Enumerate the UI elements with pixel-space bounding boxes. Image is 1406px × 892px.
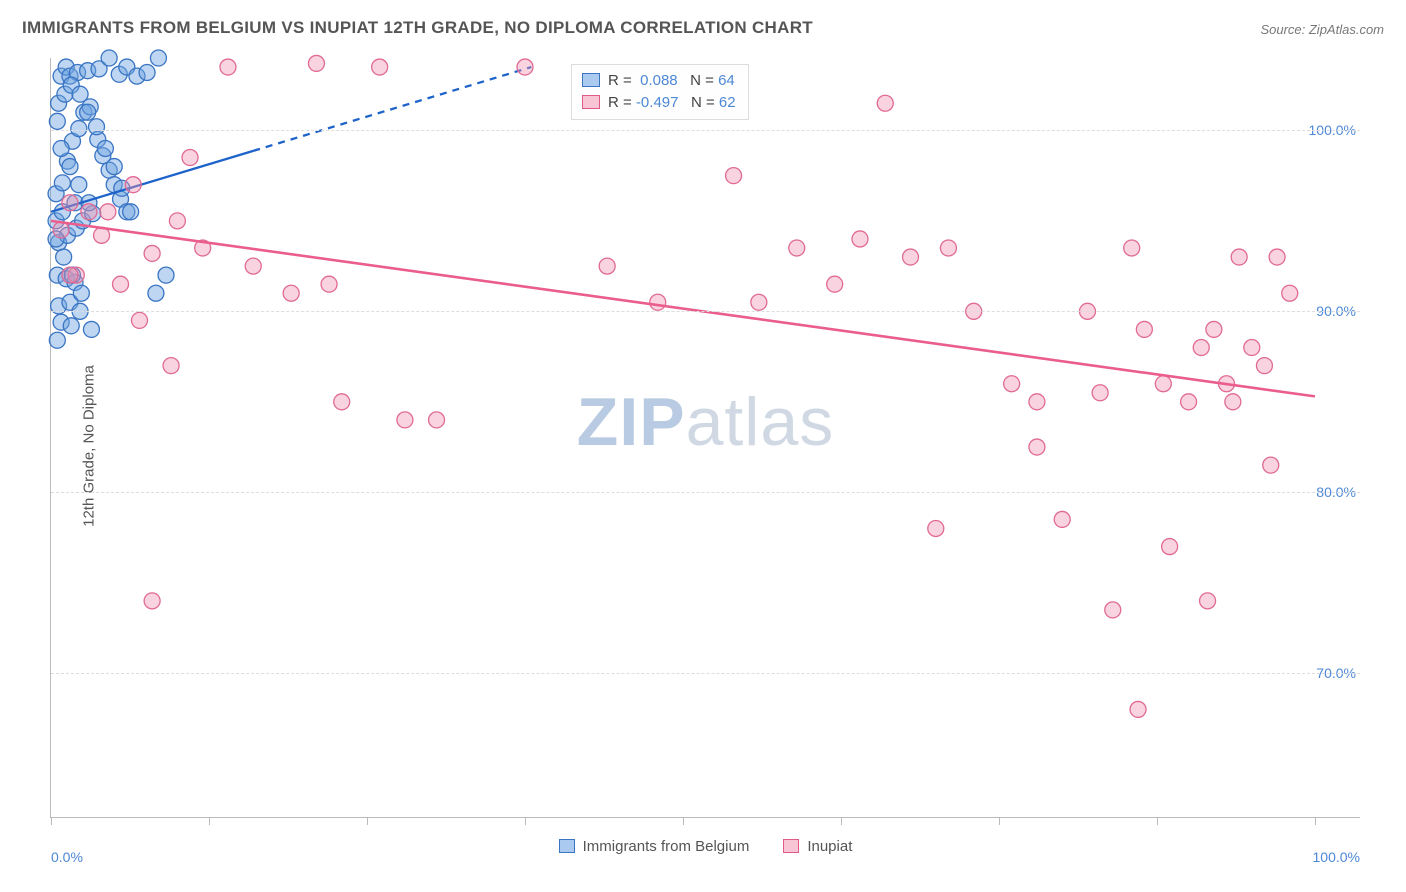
data-point [163,358,179,374]
data-point [245,258,261,274]
data-point [71,121,87,137]
data-point [1004,376,1020,392]
data-point [139,64,155,80]
data-point [49,113,65,129]
data-point [1181,394,1197,410]
data-point [101,50,117,66]
data-point [1130,701,1146,717]
data-point [89,119,105,135]
bottom-legend-pink: Inupiat [783,835,852,857]
data-point [789,240,805,256]
data-point [1282,285,1298,301]
data-point [1225,394,1241,410]
data-point [429,412,445,428]
plot-area: ZIPatlas R = 0.088 N = 64 R = -0.497 N =… [50,58,1360,818]
data-point [131,312,147,328]
data-point [321,276,337,292]
data-point [751,294,767,310]
data-point [113,276,129,292]
data-point [62,195,78,211]
data-point [1054,511,1070,527]
data-point [1029,394,1045,410]
data-point [62,267,78,283]
data-point [63,318,79,334]
data-point [1193,340,1209,356]
data-point [827,276,843,292]
data-point [100,204,116,220]
swatch-blue-icon [559,839,575,853]
data-point [283,285,299,301]
data-point [1124,240,1140,256]
data-point [56,249,72,265]
data-point [53,140,69,156]
data-point [62,159,78,175]
data-point [1231,249,1247,265]
bottom-legend: Immigrants from Belgium Inupiat [51,835,1360,857]
data-point [169,213,185,229]
data-point [1206,321,1222,337]
data-point [54,175,70,191]
data-point [1105,602,1121,618]
data-point [1029,439,1045,455]
data-point [150,50,166,66]
data-point [144,593,160,609]
data-point [1092,385,1108,401]
data-point [182,150,198,166]
data-point [49,332,65,348]
data-point [125,177,141,193]
data-point [1162,539,1178,555]
data-point [1155,376,1171,392]
data-point [106,159,122,175]
data-point [397,412,413,428]
data-point [903,249,919,265]
trend-line-dashed [253,67,531,151]
swatch-pink-icon [783,839,799,853]
data-point [73,285,89,301]
data-point [148,285,164,301]
data-point [1269,249,1285,265]
data-point [372,59,388,75]
data-point [1244,340,1260,356]
data-point [1256,358,1272,374]
data-point [83,321,99,337]
data-point [158,267,174,283]
data-point [517,59,533,75]
data-point [123,204,139,220]
data-point [72,86,88,102]
data-point [650,294,666,310]
data-point [308,55,324,71]
data-point [97,140,113,156]
data-point [877,95,893,111]
data-point [81,204,97,220]
data-point [1200,593,1216,609]
data-point [80,104,96,120]
data-point [220,59,236,75]
data-point [334,394,350,410]
data-point [1136,321,1152,337]
chart-title: IMMIGRANTS FROM BELGIUM VS INUPIAT 12TH … [22,18,813,38]
chart-container: IMMIGRANTS FROM BELGIUM VS INUPIAT 12TH … [0,0,1406,892]
data-point [71,177,87,193]
bottom-legend-blue: Immigrants from Belgium [559,835,750,857]
data-point [928,520,944,536]
source-label: Source: ZipAtlas.com [1260,22,1384,37]
data-point [852,231,868,247]
data-point [726,168,742,184]
data-point [599,258,615,274]
data-point [940,240,956,256]
scatter-svg [51,58,1360,817]
data-point [144,245,160,261]
data-point [1263,457,1279,473]
